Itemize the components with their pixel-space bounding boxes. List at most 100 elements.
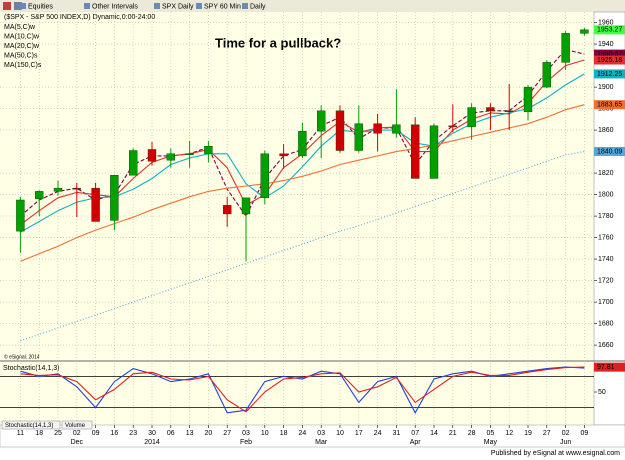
candle-body [354, 123, 363, 151]
toolbar-icon[interactable] [14, 2, 22, 10]
series-line [20, 150, 585, 342]
month-label: Mar [315, 439, 328, 446]
y-tick-label: 1820 [598, 170, 614, 177]
last-value-tag [594, 25, 625, 35]
month-label: 2014 [144, 439, 160, 446]
candle-body [147, 149, 157, 162]
last-value-tag [594, 362, 625, 372]
x-tick-label: 10 [336, 430, 344, 437]
x-tick-label: 05 [487, 430, 495, 437]
toolbar-button[interactable]: Other Intervals [92, 3, 138, 10]
y-tick-label: 1740 [598, 256, 614, 263]
last-value-label: 1925.18 [597, 57, 622, 64]
legend-entry: MA(10,C)w [4, 33, 40, 40]
candle-body [486, 107, 495, 111]
x-tick-label: 24 [374, 430, 382, 437]
x-tick-label: 07 [411, 430, 419, 437]
panel-tab-label[interactable]: Volume [65, 423, 86, 429]
x-tick-label: 12 [505, 430, 513, 437]
toolbar-button[interactable]: Daily [250, 3, 266, 10]
y-tick-label: 1900 [598, 84, 614, 91]
x-tick-label: 27 [223, 430, 231, 437]
candle-body [561, 33, 570, 63]
x-tick-label: 09 [581, 430, 589, 437]
y-tick-label: 1940 [598, 41, 614, 48]
candle-body [279, 153, 288, 157]
panel-tab-label[interactable]: Stochastic(14,1,3) [5, 423, 53, 429]
candle-body [222, 205, 232, 215]
y-tick-label: 1660 [598, 342, 614, 349]
x-tick-label: 16 [111, 430, 119, 437]
candle-body [580, 29, 589, 34]
candle-body [166, 153, 176, 161]
last-value-tag [594, 100, 625, 110]
x-tick-label: 09 [92, 430, 100, 437]
toolbar-button[interactable]: Equities [28, 3, 53, 10]
toolbar-icon[interactable] [3, 2, 11, 10]
legend-entry: MA(50,C)s [4, 52, 38, 59]
last-value-label: 1840.09 [597, 148, 622, 155]
candle-body [91, 187, 100, 222]
candle-body [523, 86, 533, 113]
candle-body [128, 150, 138, 176]
candle-body [72, 187, 82, 190]
x-tick-label: 02 [562, 430, 570, 437]
x-tick-label: 21 [449, 430, 457, 437]
toolbar-button[interactable]: SPY 60 Min [204, 3, 241, 10]
last-value-label: 1930.67 [597, 51, 622, 58]
toolbar-button-icon [20, 3, 26, 9]
panel-tab [61, 420, 93, 430]
last-value-label: 97.81 [597, 364, 615, 371]
x-tick-label: 17 [355, 430, 363, 437]
x-tick-label: 30 [148, 430, 156, 437]
price-axis [593, 11, 625, 426]
footer: Published by eSignal at www.esignal.com [491, 450, 620, 457]
candle-body [542, 62, 551, 88]
candle-body [16, 199, 25, 232]
candle-body [317, 110, 326, 132]
annotation: Time for a pullback? [215, 35, 341, 50]
x-tick-label: 31 [393, 430, 401, 437]
month-label: May [484, 439, 498, 446]
series-line [20, 366, 585, 414]
candle-body [53, 187, 63, 192]
month-label: Jun [560, 439, 571, 446]
toolbar-button-icon [154, 3, 160, 9]
x-tick-label: 23 [129, 430, 137, 437]
x-tick-label: 25 [54, 430, 62, 437]
last-value-tag [594, 55, 625, 65]
y-tick-label: 1800 [598, 191, 614, 198]
toolbar-button-icon [242, 3, 248, 9]
last-value-label: 1883.65 [597, 102, 622, 109]
last-value-tag [594, 147, 625, 157]
last-value-tag [594, 49, 625, 59]
x-tick-label: 13 [186, 430, 194, 437]
y-tick-label: 1960 [598, 19, 614, 26]
toolbar-button-icon [84, 3, 90, 9]
legend-entry: MA(20,C)w [4, 43, 40, 50]
y-tick-label: 1760 [598, 234, 614, 241]
candle-body [260, 153, 269, 199]
y-tick-label: 50 [598, 389, 606, 396]
x-tick-label: 19 [524, 430, 532, 437]
last-value-label: 1953.27 [597, 27, 622, 34]
toolbar-button[interactable]: SPX Daily [162, 3, 194, 10]
candle-body [373, 123, 382, 134]
x-tick-label: 06 [167, 430, 175, 437]
date-axis [0, 424, 625, 448]
candle-body [505, 110, 514, 113]
panel-title: Stochastic(14,1,3) [3, 365, 59, 372]
panel-tab [1, 420, 61, 430]
x-tick-label: 14 [430, 430, 438, 437]
watermark: © eSignal, 2014 [4, 353, 40, 360]
x-tick-label: 03 [242, 430, 250, 437]
candle-body [411, 124, 420, 179]
y-tick-label: 1780 [598, 213, 614, 220]
candle-body [298, 130, 307, 157]
candle-body [185, 153, 194, 155]
candle-body [429, 125, 439, 179]
candle-body [335, 110, 345, 151]
candle-body [392, 124, 401, 134]
month-label: Feb [240, 439, 252, 446]
x-tick-label: 10 [261, 430, 269, 437]
